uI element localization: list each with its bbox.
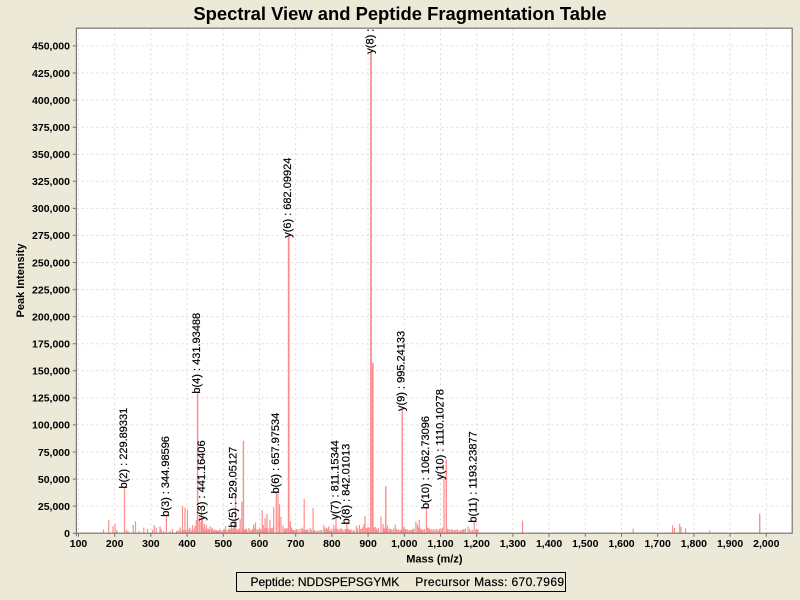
svg-text:300,000: 300,000: [32, 203, 70, 215]
svg-text:b(2) : 229.89331: b(2) : 229.89331: [118, 408, 130, 489]
svg-text:1,200: 1,200: [464, 538, 490, 550]
svg-text:1,000: 1,000: [391, 538, 417, 550]
svg-text:y(10) : 1110.10278: y(10) : 1110.10278: [435, 389, 447, 480]
svg-text:1,700: 1,700: [645, 538, 671, 550]
svg-text:400: 400: [178, 538, 196, 550]
svg-text:800: 800: [323, 538, 341, 550]
svg-text:500: 500: [215, 538, 233, 550]
svg-text:900: 900: [359, 538, 377, 550]
svg-text:275,000: 275,000: [32, 230, 70, 242]
svg-text:1,400: 1,400: [536, 538, 562, 550]
svg-text:b(8) : 842.01013: b(8) : 842.01013: [340, 444, 352, 525]
svg-text:200,000: 200,000: [32, 311, 70, 323]
svg-text:175,000: 175,000: [32, 339, 70, 351]
svg-text:y(8) : 908.97461: y(8) : 908.97461: [365, 0, 377, 54]
svg-text:1,600: 1,600: [608, 538, 634, 550]
svg-text:75,000: 75,000: [38, 447, 70, 459]
svg-text:225,000: 225,000: [32, 284, 70, 296]
svg-text:1,100: 1,100: [427, 538, 453, 550]
svg-text:0: 0: [64, 528, 70, 540]
svg-text:450,000: 450,000: [32, 41, 70, 53]
svg-text:300: 300: [142, 538, 160, 550]
svg-text:y(6) : 682.09924: y(6) : 682.09924: [282, 158, 294, 238]
svg-text:1,900: 1,900: [717, 538, 743, 550]
svg-text:200: 200: [106, 538, 124, 550]
svg-text:350,000: 350,000: [32, 149, 70, 161]
svg-text:100: 100: [70, 538, 88, 550]
svg-text:375,000: 375,000: [32, 122, 70, 134]
svg-text:1,500: 1,500: [572, 538, 598, 550]
svg-text:b(6) : 657.97534: b(6) : 657.97534: [270, 413, 282, 494]
svg-text:125,000: 125,000: [32, 393, 70, 405]
svg-text:b(3) : 344.98596: b(3) : 344.98596: [160, 436, 172, 517]
svg-text:250,000: 250,000: [32, 257, 70, 269]
svg-text:325,000: 325,000: [32, 176, 70, 188]
svg-text:425,000: 425,000: [32, 68, 70, 80]
svg-text:Mass (m/z): Mass (m/z): [406, 554, 463, 566]
svg-text:600: 600: [251, 538, 269, 550]
svg-text:y(7) : 811.15344: y(7) : 811.15344: [330, 440, 342, 519]
svg-text:Peak Intensity: Peak Intensity: [15, 243, 27, 318]
svg-text:y(9) : 995.24133: y(9) : 995.24133: [396, 331, 408, 411]
svg-text:150,000: 150,000: [32, 366, 70, 378]
svg-text:y(3) : 441.16406: y(3) : 441.16406: [196, 440, 208, 520]
svg-text:2,000: 2,000: [753, 538, 779, 550]
svg-text:1,300: 1,300: [500, 538, 526, 550]
svg-text:b(11) : 1193.23877: b(11) : 1193.23877: [468, 431, 480, 522]
svg-text:b(5) : 529.05127: b(5) : 529.05127: [227, 447, 239, 528]
svg-text:25,000: 25,000: [38, 501, 70, 513]
svg-text:b(4) : 431.93488: b(4) : 431.93488: [191, 313, 203, 394]
svg-text:1,800: 1,800: [681, 538, 707, 550]
svg-text:400,000: 400,000: [32, 95, 70, 107]
svg-text:50,000: 50,000: [38, 474, 70, 486]
svg-text:100,000: 100,000: [32, 420, 70, 432]
svg-text:b(10) : 1062.73096: b(10) : 1062.73096: [420, 416, 432, 509]
svg-text:700: 700: [287, 538, 305, 550]
